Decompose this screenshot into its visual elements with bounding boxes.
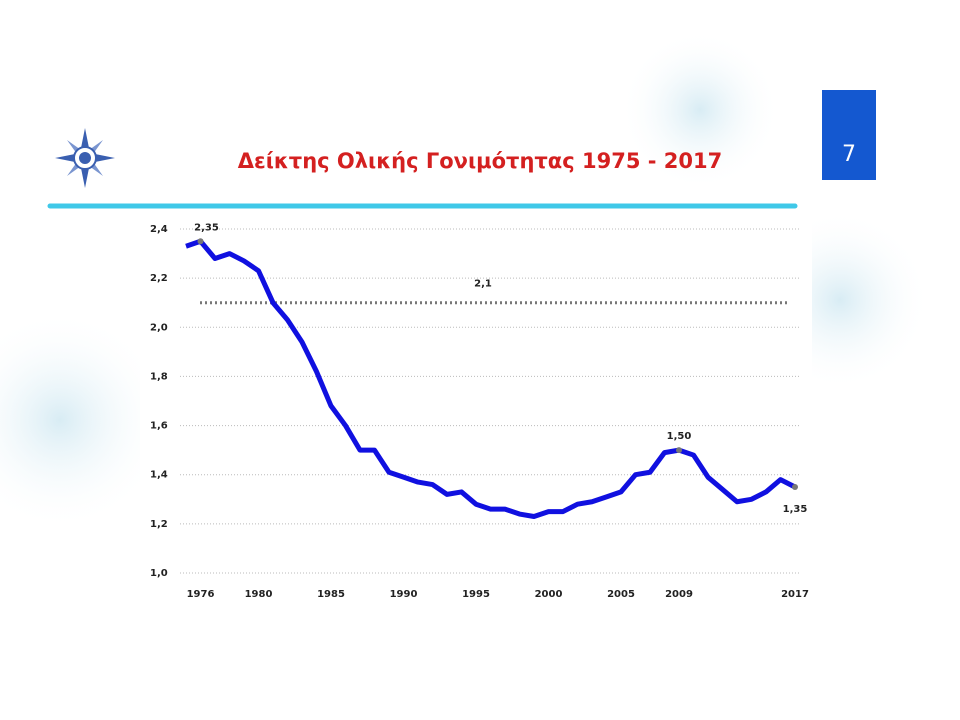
x-tick-label: 1980: [245, 589, 273, 600]
y-tick-label: 1,0: [150, 568, 168, 579]
data-label: 1,50: [667, 431, 692, 442]
logo: [55, 128, 115, 188]
data-label: 2,35: [194, 222, 219, 233]
page-number: 7: [842, 142, 856, 167]
x-tick-label: 1976: [187, 589, 215, 600]
y-tick-label: 1,2: [150, 519, 168, 530]
x-tick-label: 2017: [781, 589, 809, 600]
glow: [620, 30, 780, 190]
x-tick-label: 1990: [390, 589, 418, 600]
glow: [0, 310, 170, 530]
y-tick-label: 2,0: [150, 322, 168, 333]
y-tick-label: 1,8: [150, 371, 168, 382]
x-tick-label: 1985: [317, 589, 345, 600]
page-number-box: [822, 90, 876, 180]
annotation-marker: [197, 238, 204, 245]
data-label: 1,35: [783, 504, 808, 515]
y-tick-label: 2,2: [150, 273, 168, 284]
series-line: [185, 238, 797, 519]
x-tick-label: 1995: [462, 589, 490, 600]
y-tick-label: 1,4: [150, 470, 168, 481]
annotation-marker: [676, 447, 682, 454]
y-tick-label: 1,6: [150, 421, 168, 432]
chart-title: Δείκτης Ολικής Γονιμότητας 1975 - 2017: [238, 149, 722, 173]
x-tick-label: 2000: [535, 589, 563, 600]
x-tick-label: 2005: [607, 589, 635, 600]
plot-background: [140, 212, 812, 610]
reference-label: 2,1: [474, 279, 492, 290]
x-tick-label: 2009: [665, 589, 693, 600]
annotation-marker: [792, 484, 798, 490]
y-tick-label: 2,4: [150, 224, 168, 235]
